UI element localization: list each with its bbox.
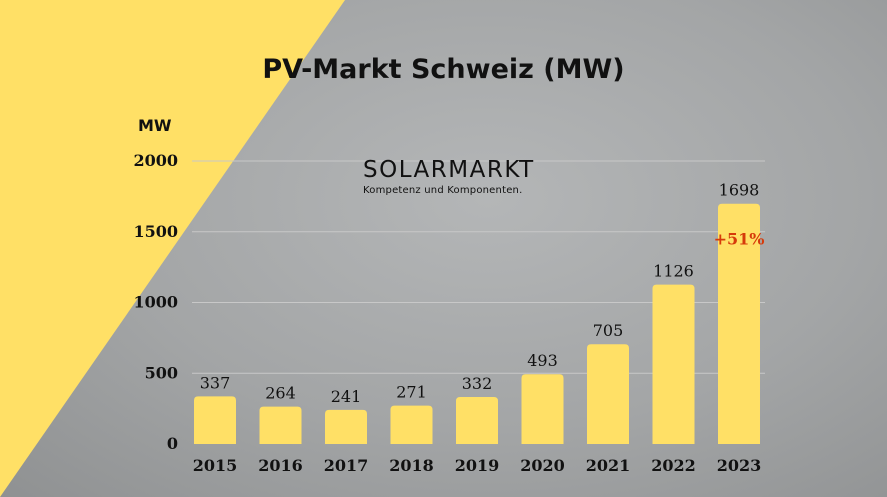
value-label-2022: 1126	[653, 262, 694, 281]
x-tick-label-2021: 2021	[586, 456, 631, 475]
y-axis-unit-label: MW	[138, 116, 172, 135]
y-tick-label-1500: 1500	[133, 222, 178, 241]
x-tick-label-2019: 2019	[455, 456, 500, 475]
bars	[194, 203, 760, 444]
solarmarkt-logo: SOLARMARKT Kompetenz und Komponenten.	[363, 158, 535, 196]
x-tick-label-2018: 2018	[389, 456, 434, 475]
value-label-2019: 332	[462, 374, 493, 393]
bar-2016	[259, 406, 302, 444]
growth-annotation-2023: +51%	[714, 230, 765, 249]
annotations: +51%	[714, 230, 765, 249]
value-label-2015: 337	[200, 373, 231, 392]
bar-2021	[587, 344, 629, 444]
x-tick-label-2020: 2020	[520, 456, 565, 475]
y-tick-label-500: 500	[145, 363, 178, 382]
value-label-2018: 271	[396, 383, 427, 402]
value-label-2016: 264	[265, 384, 296, 403]
bar-2018	[390, 405, 433, 444]
bar-2022	[652, 284, 695, 444]
x-tick-label-2016: 2016	[258, 456, 303, 475]
value-label-2020: 493	[527, 351, 558, 370]
value-labels: 337 264 241 271 332 493 705 1126 1698	[200, 181, 760, 406]
bar-2023	[718, 203, 760, 444]
value-label-2021: 705	[593, 321, 624, 340]
chart-title: PV-Markt Schweiz (MW)	[262, 54, 625, 85]
bar-2015	[194, 396, 236, 444]
x-tick-label-2022: 2022	[651, 456, 696, 475]
x-tick-label-2017: 2017	[324, 456, 369, 475]
yellow-corner-triangle	[0, 0, 345, 497]
logo-tagline: Kompetenz und Komponenten.	[363, 185, 523, 196]
bar-2017	[325, 409, 367, 444]
x-axis-labels: 2015 2016 2017 2018 2019 2020 2021 2022 2023	[193, 456, 762, 475]
y-axis-ticks: 0 500 1000 1500 2000	[133, 151, 178, 453]
x-tick-label-2023: 2023	[717, 456, 762, 475]
y-tick-label-0: 0	[167, 434, 178, 453]
bar-2020	[521, 374, 564, 444]
value-label-2017: 241	[331, 387, 362, 406]
y-tick-label-1000: 1000	[133, 293, 178, 312]
x-tick-label-2015: 2015	[193, 456, 238, 475]
bar-2019	[456, 397, 498, 444]
y-tick-label-2000: 2000	[133, 151, 178, 170]
value-label-2023: 1698	[719, 181, 760, 200]
logo-name: SOLARMARKT	[363, 157, 535, 183]
